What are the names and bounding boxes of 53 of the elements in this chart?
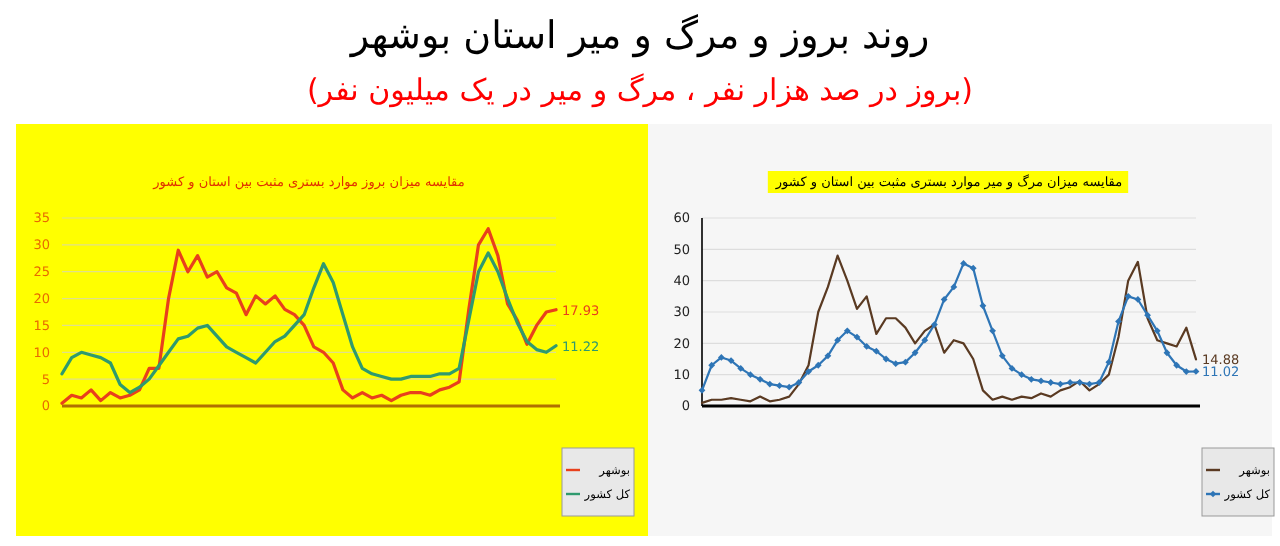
point [1163, 349, 1171, 357]
point [960, 260, 967, 267]
text: (بروز در صد هزار نفر ، مرگ و میر در یک میلیون نفر) [306, 72, 974, 108]
point [756, 375, 764, 383]
point [737, 365, 745, 372]
point [698, 386, 706, 394]
point [805, 368, 812, 375]
point [1115, 318, 1122, 325]
point [717, 354, 725, 361]
point [1124, 292, 1132, 300]
point [863, 343, 871, 350]
point [1037, 377, 1045, 385]
point [766, 380, 774, 388]
point [824, 352, 832, 360]
point [785, 383, 793, 391]
point [902, 358, 909, 366]
point [1076, 379, 1084, 386]
point [1056, 380, 1064, 388]
point [853, 333, 861, 341]
point [814, 361, 822, 369]
point [969, 264, 977, 272]
point [834, 336, 842, 344]
point [1008, 365, 1016, 372]
point [1047, 379, 1055, 386]
point [911, 349, 919, 357]
point [892, 360, 900, 368]
point [776, 382, 783, 390]
point [1086, 380, 1093, 388]
point [979, 302, 987, 310]
point [1173, 361, 1181, 369]
point [1134, 296, 1142, 303]
line-series [60, 251, 558, 395]
point [795, 379, 803, 386]
point [1027, 375, 1035, 383]
point [708, 361, 716, 369]
point [747, 371, 754, 379]
line-series [60, 227, 558, 405]
point [1153, 327, 1161, 335]
point [950, 283, 958, 291]
point [1182, 368, 1190, 375]
point [940, 296, 948, 303]
text: روند بروز و مرگ و میر استان بوشهر [348, 12, 930, 58]
point [843, 327, 851, 335]
point [882, 355, 890, 363]
point [931, 321, 938, 328]
point [921, 336, 929, 344]
point [989, 327, 996, 335]
point [1105, 358, 1113, 366]
point [1144, 311, 1151, 319]
point [1095, 379, 1103, 386]
point [998, 352, 1006, 360]
point [872, 347, 880, 355]
point [1018, 371, 1026, 379]
